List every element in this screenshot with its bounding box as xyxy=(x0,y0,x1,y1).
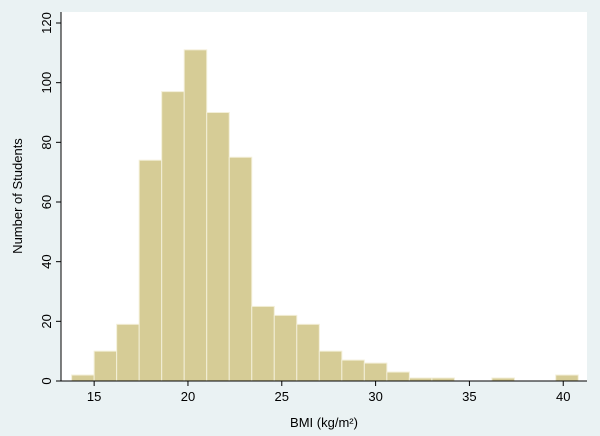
y-tick-label: 80 xyxy=(39,135,54,149)
y-axis-label: Number of Students xyxy=(10,138,25,254)
histogram-bar xyxy=(555,374,579,382)
y-tick-label: 120 xyxy=(39,12,54,34)
x-tick-label: 25 xyxy=(275,389,289,404)
y-tick-label: 40 xyxy=(39,254,54,268)
histogram-bars xyxy=(71,49,579,382)
x-tick-label: 30 xyxy=(368,389,382,404)
histogram-bar xyxy=(296,323,320,382)
histogram-bar xyxy=(206,112,230,382)
y-axis-ticks: 0 20 40 60 80 100 120 xyxy=(39,12,61,385)
x-tick-label: 40 xyxy=(556,389,570,404)
histogram-bar xyxy=(161,91,185,382)
x-tick-label: 20 xyxy=(181,389,195,404)
histogram-bar xyxy=(318,350,343,382)
x-axis-ticks: 15 20 25 30 35 40 xyxy=(87,381,570,404)
histogram-bar xyxy=(228,156,253,382)
x-tick-label: 35 xyxy=(462,389,476,404)
histogram-bar xyxy=(251,305,275,382)
histogram-bar xyxy=(273,314,298,382)
histogram-bar xyxy=(138,159,163,382)
histogram-bar xyxy=(183,49,208,382)
histogram-bar xyxy=(71,374,95,382)
histogram-bar xyxy=(116,323,140,382)
y-tick-label: 20 xyxy=(39,314,54,328)
y-tick-label: 60 xyxy=(39,195,54,209)
x-tick-label: 15 xyxy=(87,389,101,404)
x-axis-label: BMI (kg/m²) xyxy=(290,415,358,430)
histogram-bar xyxy=(363,362,388,382)
histogram-bar xyxy=(93,350,118,382)
histogram-bar xyxy=(386,371,410,382)
y-tick-label: 0 xyxy=(39,377,54,384)
histogram-bar xyxy=(341,359,365,382)
y-tick-label: 100 xyxy=(39,72,54,94)
